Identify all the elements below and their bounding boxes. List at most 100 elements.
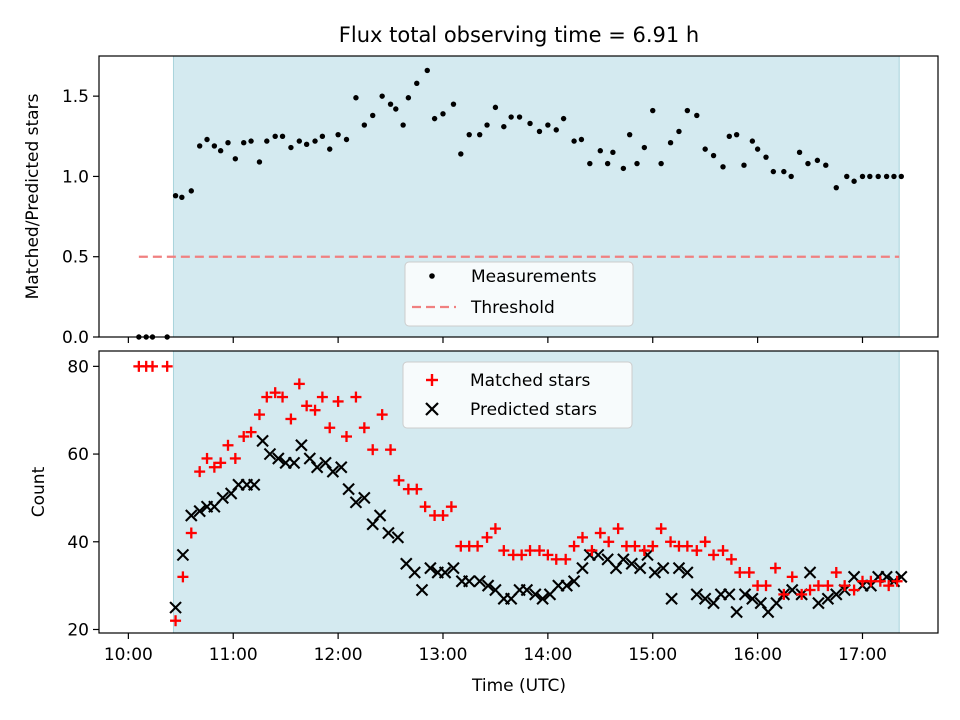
measurement-point xyxy=(833,184,839,191)
measurement-point xyxy=(296,138,303,144)
predicted-stars-point xyxy=(373,509,387,522)
matched-stars-point xyxy=(285,413,297,425)
measurement-point xyxy=(726,133,732,139)
matched-stars-point xyxy=(393,474,405,486)
measurement-point xyxy=(440,111,446,117)
matched-stars-point xyxy=(411,483,423,495)
measurement-point xyxy=(393,106,399,112)
measurement-point xyxy=(844,173,850,180)
predicted-stars-point xyxy=(529,588,542,601)
y-tick-label: 40 xyxy=(67,533,89,553)
measurement-point xyxy=(676,128,682,135)
predicted-stars-point xyxy=(723,588,736,601)
matched-stars-point xyxy=(848,584,860,596)
predicted-stars-point xyxy=(481,579,495,592)
measurement-point xyxy=(516,114,523,120)
predicted-stars-point xyxy=(424,561,437,575)
measurement-point xyxy=(353,95,359,101)
measurement-point xyxy=(232,156,239,162)
matched-stars-point xyxy=(717,545,729,557)
matched-stars-point xyxy=(743,566,755,578)
predicted-stars-point xyxy=(358,491,371,505)
x-tick-label: 10:00 xyxy=(104,645,153,665)
y-tick-label: 0.0 xyxy=(62,328,89,348)
measurement-point xyxy=(658,160,664,167)
matched-stars-point xyxy=(560,553,572,565)
measurement-point xyxy=(763,154,769,160)
measurement-point xyxy=(578,136,585,143)
top-axes: 0.0 0.5 1.0 1.5 xyxy=(62,87,864,348)
measurement-point xyxy=(379,93,385,99)
legend-matched-label: Matched stars xyxy=(470,371,590,391)
measurement-point xyxy=(508,114,514,120)
y-tick-label: 1.5 xyxy=(62,87,89,107)
measurement-point xyxy=(720,164,726,170)
x-axis-label: Time (UTC) xyxy=(471,676,566,696)
predicted-stars-point xyxy=(821,592,835,606)
predicted-stars-point xyxy=(656,561,670,575)
matched-stars-point xyxy=(603,536,615,548)
measurement-point xyxy=(458,151,464,157)
matched-stars-point xyxy=(778,588,790,600)
matched-stars-point xyxy=(874,575,886,587)
predicted-stars-point xyxy=(665,592,678,606)
predicted-stars-point xyxy=(310,460,324,474)
measurement-point xyxy=(484,122,490,128)
measurement-point xyxy=(634,160,640,167)
legend-measurements-marker xyxy=(429,273,435,279)
measurement-point xyxy=(571,138,577,144)
predicted-stars-point xyxy=(648,566,662,579)
matched-stars-point xyxy=(533,545,545,557)
measurement-point xyxy=(875,173,881,180)
matched-stars-point xyxy=(481,531,493,543)
predicted-stars-point xyxy=(698,592,712,606)
bottom-panel: 20 40 60 80 10:00 11:00 12:00 13:00 14:00 15:00 16… xyxy=(29,350,939,696)
predicted-stars-point xyxy=(560,579,573,592)
measurement-point xyxy=(536,128,543,135)
measurement-point xyxy=(188,188,194,194)
predicted-stars-point xyxy=(672,561,686,575)
measurement-point xyxy=(179,194,185,201)
measurement-point xyxy=(211,143,218,149)
matched-stars-point xyxy=(229,452,241,464)
matched-stars-point xyxy=(293,378,305,390)
measurement-point xyxy=(781,168,787,175)
measurement-point xyxy=(312,138,318,144)
matched-stars-point xyxy=(576,531,588,543)
measurement-point xyxy=(641,144,648,151)
measurement-point xyxy=(492,104,499,111)
matched-stars-point xyxy=(161,360,173,372)
predicted-stars-point xyxy=(536,592,549,606)
matched-stars-point xyxy=(201,452,213,464)
matched-stars-point xyxy=(253,409,265,421)
predicted-stars-point xyxy=(633,561,647,575)
x-tick-label: 13:00 xyxy=(418,645,467,665)
measurement-point xyxy=(288,144,294,151)
measurement-point xyxy=(814,157,821,164)
measurement-point xyxy=(414,80,420,86)
predicted-stars-point xyxy=(176,548,190,562)
matched-stars-point xyxy=(665,536,677,548)
measurement-point xyxy=(626,131,633,138)
measurement-point xyxy=(319,133,326,139)
predicted-stars-point xyxy=(216,491,229,505)
matched-stars-point xyxy=(612,523,624,535)
measurement-point xyxy=(741,162,747,168)
measurement-point xyxy=(370,112,376,119)
predicted-stars-point xyxy=(681,566,694,579)
measurement-point xyxy=(891,173,897,180)
matched-stars-point xyxy=(638,545,650,557)
measurement-point xyxy=(560,115,567,122)
matched-stars-point xyxy=(146,360,158,372)
measurement-point xyxy=(754,146,761,152)
matched-stars-point xyxy=(681,540,693,552)
measurement-point xyxy=(694,112,700,119)
measurement-point xyxy=(387,101,394,107)
predicted-stars-point xyxy=(415,583,429,597)
matched-stars-point xyxy=(691,545,703,557)
predicted-stars-point xyxy=(738,588,752,601)
predicted-stars-point xyxy=(272,452,285,465)
matched-stars-point xyxy=(839,580,851,592)
matched-stars-point xyxy=(238,431,250,443)
matched-stars-point xyxy=(760,580,772,592)
